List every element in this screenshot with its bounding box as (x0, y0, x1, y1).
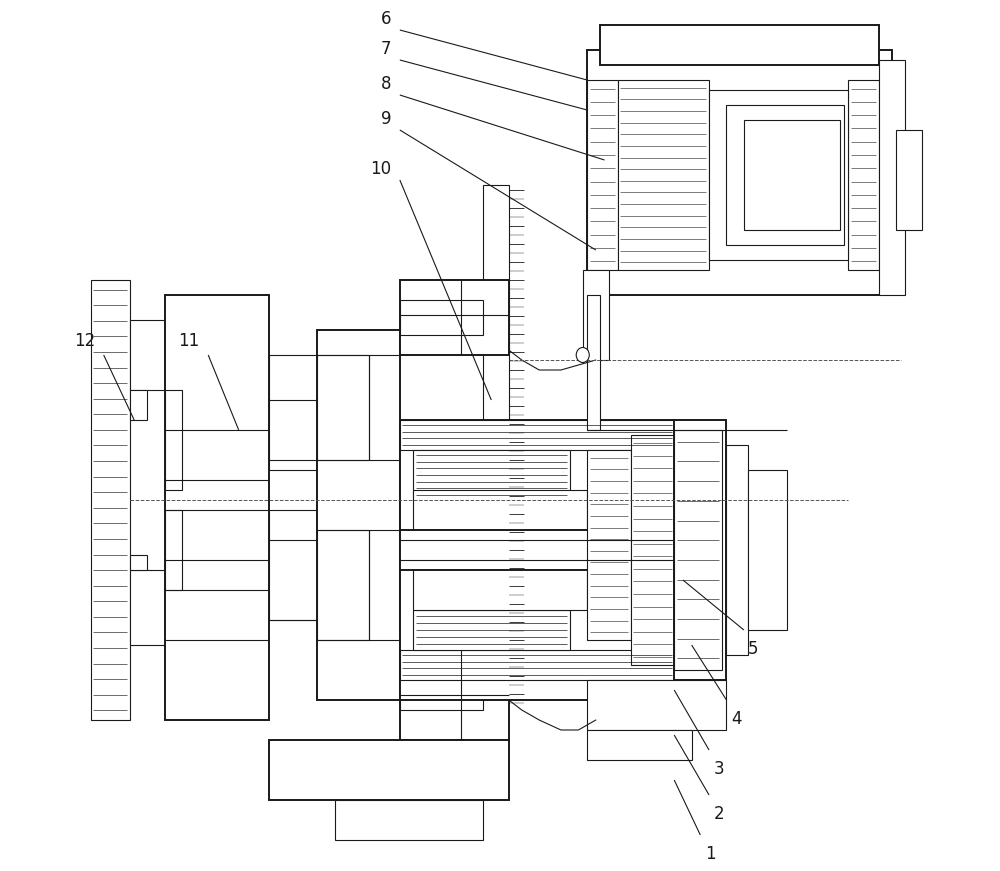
Text: 1: 1 (705, 845, 715, 863)
Text: 3: 3 (713, 760, 724, 778)
Bar (587, 80, 618, 270)
Bar (400, 650, 674, 680)
Bar (130, 320, 165, 390)
Bar (400, 300, 483, 335)
Bar (317, 355, 369, 460)
Text: 5: 5 (748, 640, 759, 658)
Bar (130, 570, 165, 645)
Bar (587, 730, 692, 760)
Bar (674, 430, 722, 670)
Bar (896, 130, 922, 230)
Bar (583, 270, 609, 360)
Text: 8: 8 (381, 75, 391, 93)
Ellipse shape (576, 348, 589, 362)
Bar (400, 420, 674, 450)
Bar (483, 185, 509, 700)
Bar (130, 555, 147, 570)
Bar (400, 650, 509, 740)
Text: 11: 11 (178, 332, 200, 350)
Text: 2: 2 (713, 805, 724, 823)
Text: 4: 4 (731, 710, 741, 728)
Bar (848, 80, 879, 270)
Bar (587, 450, 631, 640)
Bar (879, 60, 905, 295)
Bar (631, 435, 674, 665)
Bar (748, 470, 787, 630)
Bar (744, 120, 840, 230)
Bar (587, 295, 600, 430)
Bar (165, 390, 182, 490)
Bar (400, 280, 509, 355)
Bar (317, 330, 400, 700)
Bar (587, 50, 892, 295)
Bar (335, 800, 483, 840)
Bar (400, 530, 674, 570)
Bar (165, 510, 182, 590)
Bar (165, 295, 269, 720)
Bar (674, 420, 726, 680)
Bar (618, 80, 709, 270)
Text: 6: 6 (381, 10, 391, 28)
Bar (91, 280, 130, 720)
Text: 12: 12 (74, 332, 95, 350)
Bar (726, 105, 844, 245)
Bar (413, 490, 587, 540)
Bar (130, 390, 147, 420)
Bar (317, 530, 369, 640)
Bar (709, 90, 848, 260)
Bar (269, 355, 317, 470)
Bar (400, 665, 483, 710)
Bar (600, 25, 879, 65)
Bar (413, 450, 570, 500)
Bar (413, 560, 587, 610)
Bar (413, 610, 570, 650)
Bar (269, 510, 317, 620)
Text: 10: 10 (370, 160, 391, 178)
Text: 9: 9 (381, 110, 391, 128)
Bar (726, 445, 748, 655)
Bar (269, 740, 509, 800)
Bar (400, 420, 674, 700)
Bar (587, 680, 726, 730)
Text: 7: 7 (381, 40, 391, 58)
